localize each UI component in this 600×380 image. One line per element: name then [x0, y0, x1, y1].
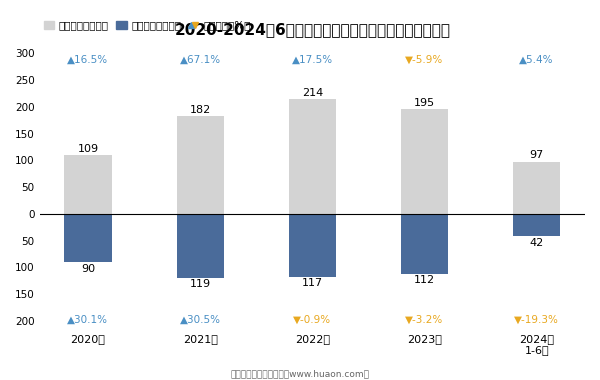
- Bar: [289, 99, 336, 214]
- Bar: [401, 214, 448, 274]
- Text: ▼-19.3%: ▼-19.3%: [514, 315, 559, 325]
- Text: ▲67.1%: ▲67.1%: [179, 55, 221, 65]
- Text: 182: 182: [190, 105, 211, 115]
- Text: 42: 42: [530, 238, 544, 248]
- Bar: [64, 214, 112, 262]
- Text: 制图：华经产业研究院（www.huaon.com）: 制图：华经产业研究院（www.huaon.com）: [230, 369, 370, 378]
- Bar: [176, 214, 224, 278]
- Text: ▲17.5%: ▲17.5%: [292, 55, 333, 65]
- Text: ▲30.1%: ▲30.1%: [67, 315, 109, 325]
- Text: 117: 117: [302, 278, 323, 288]
- Text: 112: 112: [414, 276, 435, 285]
- Bar: [64, 155, 112, 214]
- Text: 90: 90: [81, 264, 95, 274]
- Text: ▲5.4%: ▲5.4%: [520, 55, 554, 65]
- Text: ▲30.5%: ▲30.5%: [179, 315, 221, 325]
- Text: 195: 195: [414, 98, 435, 108]
- Text: ▼-5.9%: ▼-5.9%: [406, 55, 443, 65]
- Bar: [513, 162, 560, 214]
- Bar: [289, 214, 336, 277]
- Text: 97: 97: [530, 150, 544, 160]
- Bar: [176, 116, 224, 214]
- Text: 109: 109: [77, 144, 98, 154]
- Legend: 出口额（亿美元）, 进口额（亿美元）, 同比增长（%）: 出口额（亿美元）, 进口额（亿美元）, 同比增长（%）: [40, 16, 256, 35]
- Text: ▼-3.2%: ▼-3.2%: [406, 315, 443, 325]
- Text: 119: 119: [190, 279, 211, 289]
- Text: 214: 214: [302, 88, 323, 98]
- Bar: [513, 214, 560, 236]
- Title: 2020-2024年6月济南市商品收发货人所在地进、出口额: 2020-2024年6月济南市商品收发货人所在地进、出口额: [175, 22, 451, 37]
- Text: ▲16.5%: ▲16.5%: [67, 55, 109, 65]
- Bar: [401, 109, 448, 214]
- Text: ▼-0.9%: ▼-0.9%: [293, 315, 331, 325]
